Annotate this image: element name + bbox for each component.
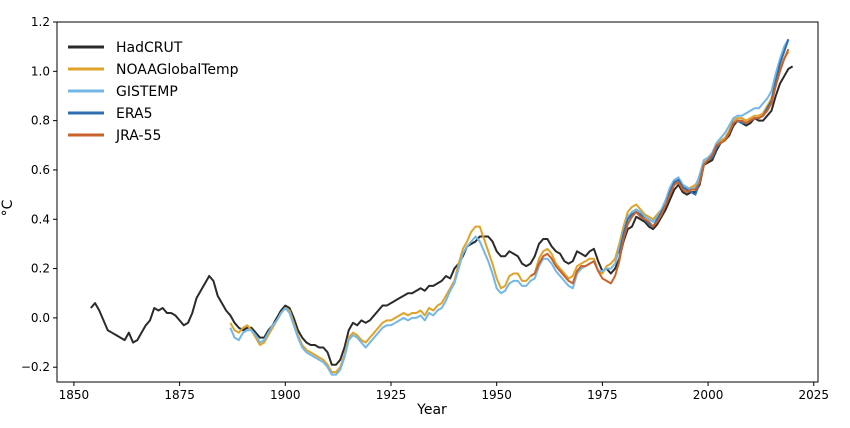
legend-label-jra-55: JRA-55: [115, 128, 161, 144]
legend-label-era5: ERA5: [116, 106, 153, 122]
legend-label-gistemp: GISTEMP: [116, 84, 178, 100]
y-tick-label: 0.6: [31, 163, 50, 177]
x-tick-label: 1950: [481, 388, 512, 402]
series-line-hadcrut: [90, 65, 794, 366]
y-tick-label: 0.8: [31, 114, 50, 128]
x-tick-label: 1875: [164, 388, 195, 402]
x-tick-label: 2025: [798, 388, 829, 402]
series-line-jra-55: [530, 48, 790, 285]
ticks-layer: 1850 1875 1900 1925 1950 1975 2000 2025 −0.2 0.0 0…: [21, 15, 829, 402]
legend-label-noaaglobaltemp: NOAAGlobalTemp: [116, 62, 239, 78]
y-tick-label: 0.0: [31, 311, 50, 325]
x-tick-label: 1850: [59, 388, 90, 402]
series-line-noaaglobaltemp: [229, 51, 790, 374]
x-tick-label: 1975: [587, 388, 618, 402]
y-tick-label: 0.4: [31, 212, 50, 226]
y-tick-label: 1.2: [31, 15, 50, 29]
x-tick-label: 1900: [270, 388, 301, 402]
y-tick-label: −0.2: [21, 360, 50, 374]
legend: HadCRUT NOAAGlobalTemp GISTEMP ERA5 JRA-55: [68, 40, 239, 144]
y-tick-label: 0.2: [31, 262, 50, 276]
x-tick-label: 1925: [376, 388, 407, 402]
x-tick-label: 2000: [693, 388, 724, 402]
axes-frame: [56, 21, 819, 383]
legend-label-hadcrut: HadCRUT: [116, 40, 183, 56]
x-axis-label: Year: [416, 402, 447, 418]
series-layer: [90, 38, 794, 376]
y-axis-label: °C: [0, 199, 16, 216]
series-line-gistemp: [229, 38, 790, 376]
axes-border: [56, 21, 819, 383]
y-tick-label: 1.0: [31, 64, 50, 78]
